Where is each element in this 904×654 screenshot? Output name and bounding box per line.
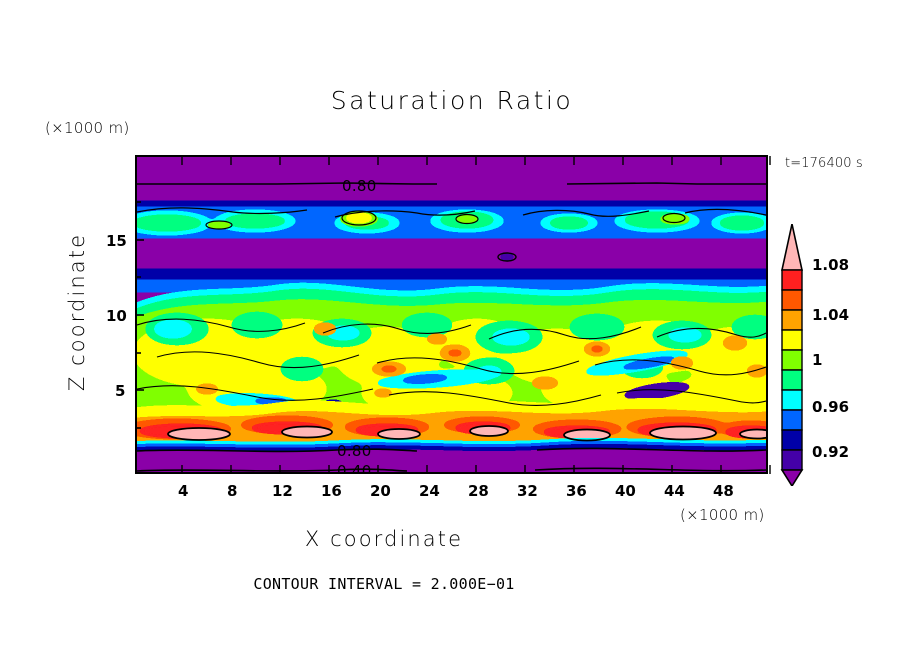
- time-stamp: t=176400 s: [785, 156, 863, 171]
- x-tick-label-16: 16: [321, 482, 342, 500]
- x-axis-unit-label: (×1000 m): [680, 506, 765, 524]
- x-tick-label-4: 4: [178, 482, 189, 500]
- y-tick-label-15: 15: [106, 232, 127, 250]
- colorbar-arrow-top: [781, 224, 803, 271]
- y-axis-unit-label: (×1000 m): [45, 119, 130, 137]
- contour-plot: 0.80 0.80 0.40: [135, 155, 768, 474]
- x-tick-label-20: 20: [370, 482, 391, 500]
- x-tick-label-24: 24: [419, 482, 440, 500]
- x-tick-label-8: 8: [227, 482, 238, 500]
- contour-label-upper-080: 0.80: [342, 177, 377, 195]
- axis-ticks: [135, 156, 771, 474]
- contour-label-lower-080: 0.80: [337, 442, 372, 460]
- y-axis-title: Z coordinate: [65, 232, 89, 392]
- colorbar-label-096: 0.96: [812, 398, 850, 416]
- colorbar-label-092: 0.92: [812, 443, 850, 461]
- x-tick-label-40: 40: [615, 482, 636, 500]
- colorbar-label-108: 1.08: [812, 256, 850, 274]
- x-tick-label-28: 28: [468, 482, 489, 500]
- x-tick-label-48: 48: [713, 482, 734, 500]
- y-tick-label-5: 5: [115, 382, 126, 400]
- x-tick-label-32: 32: [517, 482, 538, 500]
- contour-label-lower-040: 0.40: [337, 462, 372, 474]
- page-title: Saturation Ratio: [330, 86, 574, 115]
- contour-interval-note: CONTOUR INTERVAL = 2.000E−01: [253, 575, 515, 593]
- saturation-field: [137, 157, 766, 472]
- x-tick-label-44: 44: [664, 482, 685, 500]
- colorbar: [780, 224, 804, 486]
- x-tick-label-36: 36: [566, 482, 587, 500]
- x-tick-label-12: 12: [272, 482, 293, 500]
- colorbar-label-104: 1.04: [812, 306, 850, 324]
- colorbar-label-1: 1: [812, 351, 823, 369]
- x-axis-title: X coordinate: [304, 527, 464, 551]
- y-tick-label-10: 10: [106, 307, 127, 325]
- colorbar-arrow-bottom: [780, 469, 804, 486]
